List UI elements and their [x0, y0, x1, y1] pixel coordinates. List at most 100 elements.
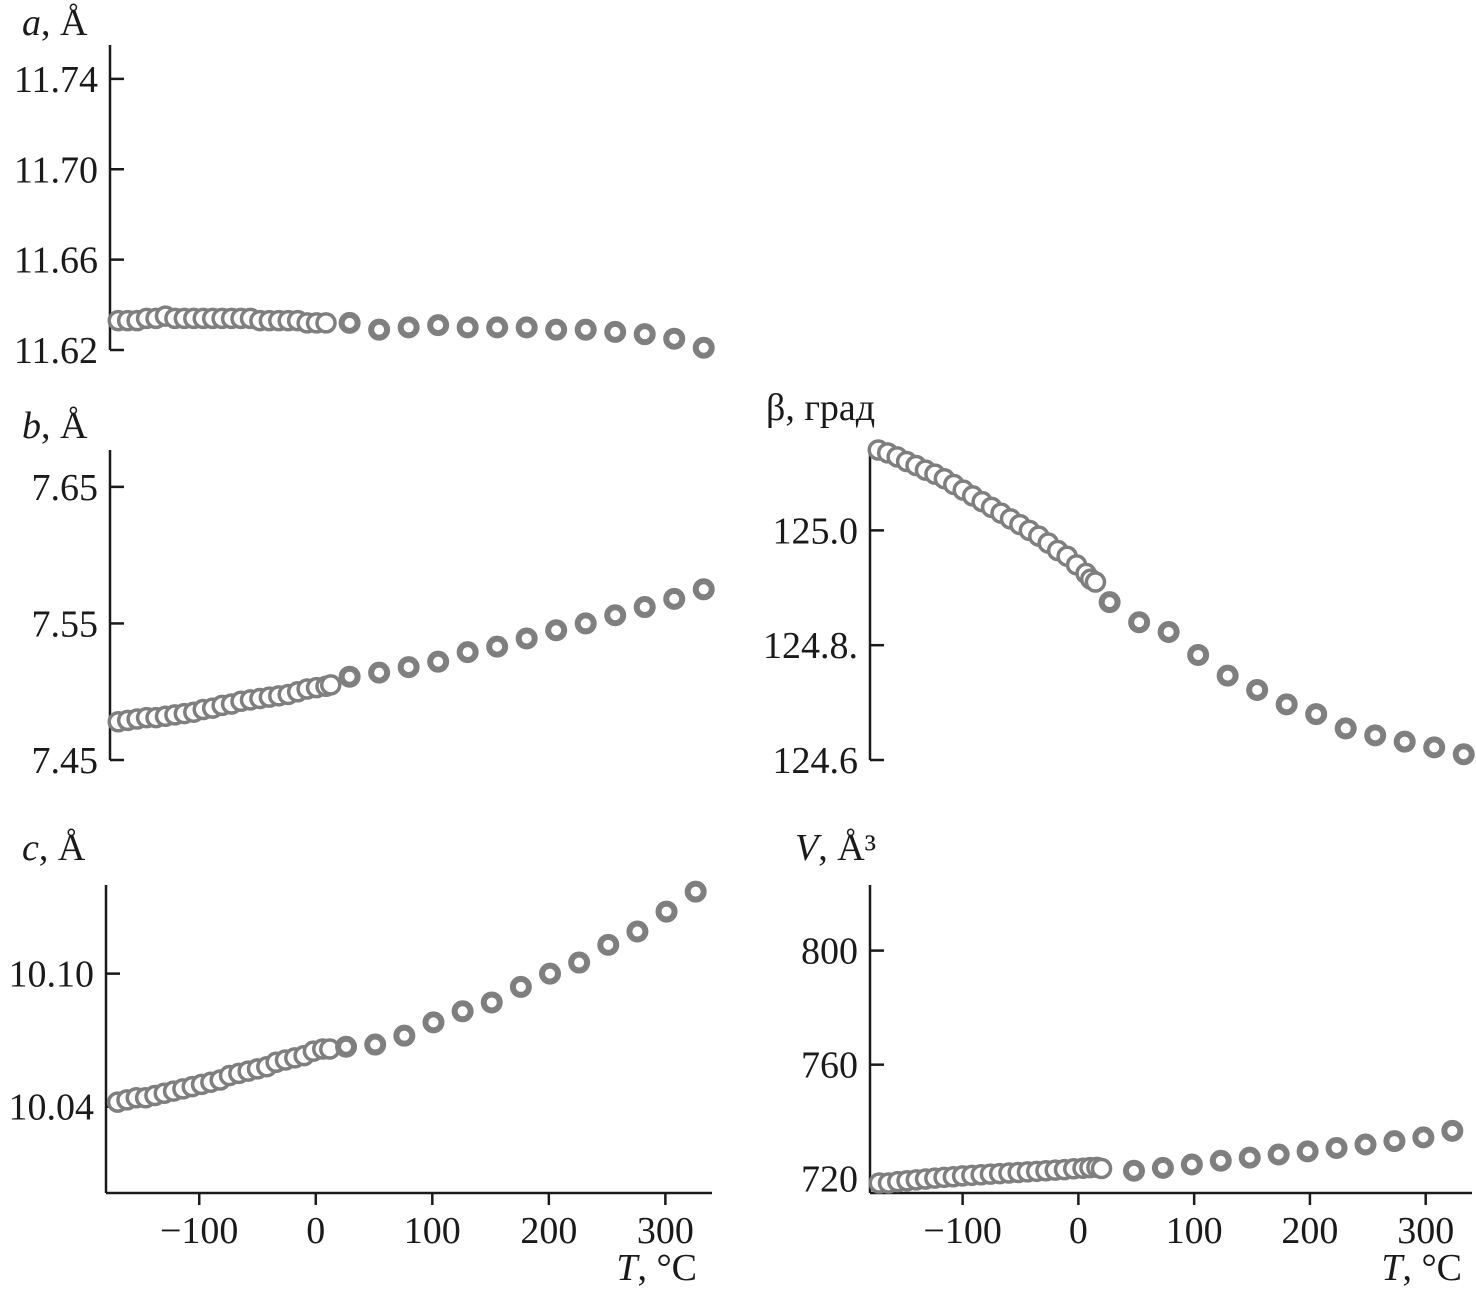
y-axis-var-c: c: [22, 827, 39, 869]
data-point-a: [663, 327, 686, 350]
data-point-b: [456, 641, 479, 664]
data-point-c: [393, 1024, 416, 1047]
x-tick-label-V: 100: [1166, 1210, 1223, 1252]
y-tick-label-V: 800: [801, 931, 858, 973]
data-point-c: [364, 1033, 387, 1056]
data-point-c: [480, 991, 503, 1014]
data-point-V: [1122, 1159, 1145, 1182]
data-point-b: [368, 661, 391, 684]
y-axis-title-beta: β, град: [766, 387, 875, 429]
data-point-beta: [1157, 620, 1180, 643]
data-point-b: [692, 578, 715, 601]
data-point-c: [655, 900, 678, 923]
data-point-V: [1151, 1156, 1174, 1179]
data-point-b: [633, 596, 656, 619]
data-point-c: [626, 920, 649, 943]
x-tick-label-V: −100: [923, 1210, 1001, 1252]
y-axis-unit-b: , Å: [41, 405, 88, 447]
data-point-a: [515, 316, 538, 339]
data-point-V: [1296, 1140, 1319, 1163]
x-axis-unit-c: , °C: [637, 1247, 697, 1289]
data-point-b: [319, 674, 342, 696]
x-axis-var-V: T: [1381, 1247, 1405, 1289]
data-point-b: [486, 635, 509, 658]
y-axis-unit-V: , Å³: [818, 827, 876, 869]
data-point-c: [451, 1000, 474, 1023]
x-tick-label-c: 300: [637, 1210, 694, 1252]
panel-a: 11.62 11.66 11.70 11.74 a, Å: [14, 2, 715, 372]
y-axis-title-c: c, Å: [22, 827, 86, 869]
data-point-beta: [1128, 611, 1151, 634]
panel-beta: 124.6 124.8. 125.0 β, град: [763, 387, 1475, 782]
y-tick-label-c: 10.04: [9, 1087, 95, 1129]
data-point-b: [545, 619, 568, 642]
data-point-V: [1412, 1126, 1435, 1149]
data-point-beta: [1452, 743, 1475, 766]
data-point-a: [604, 320, 627, 343]
x-axis-unit-V: , °C: [1402, 1247, 1462, 1289]
data-point-beta: [1216, 664, 1239, 687]
data-point-b: [663, 587, 686, 610]
data-point-c: [422, 1011, 445, 1034]
data-point-c: [335, 1035, 358, 1058]
data-point-V: [1267, 1143, 1290, 1166]
x-tick-label-V: 300: [1397, 1210, 1454, 1252]
y-tick-label-b: 7.55: [32, 603, 99, 645]
data-point-c: [684, 880, 707, 903]
y-axis-unit-c: , Å: [39, 827, 86, 869]
data-point-a: [545, 318, 568, 341]
data-point-b: [397, 656, 420, 679]
data-point-b: [427, 650, 450, 673]
x-axis-title-V: T, °C: [1381, 1247, 1462, 1289]
panel-b: 7.45 7.55 7.65 b, Å: [22, 405, 715, 782]
data-point-c: [568, 951, 591, 974]
y-axis-unit-a: , Å: [41, 2, 88, 44]
data-point-a: [427, 314, 450, 337]
panel-V: 720 760 800 −100 0 100 200 300 V, Å³ T, °C: [795, 827, 1472, 1289]
y-tick-label-V: 720: [801, 1159, 858, 1201]
data-point-beta: [1246, 678, 1269, 701]
x-axis-var-c: T: [616, 1247, 640, 1289]
y-tick-label-beta: 125.0: [773, 510, 859, 552]
y-tick-label-b: 7.45: [32, 740, 99, 782]
y-tick-label-a: 11.70: [14, 149, 98, 191]
data-point-c: [597, 933, 620, 956]
data-point-beta: [1364, 724, 1387, 747]
y-axis-var-b: b: [22, 405, 41, 447]
data-point-beta: [1334, 717, 1357, 740]
data-point-a: [633, 323, 656, 346]
data-point-a: [397, 316, 420, 339]
data-point-a: [338, 311, 361, 334]
y-tick-label-beta: 124.8.: [763, 625, 858, 667]
y-axis-title-a: a, Å: [22, 2, 88, 44]
data-point-V: [1209, 1149, 1232, 1172]
data-point-c: [539, 962, 562, 985]
y-axis-title-V: V, Å³: [795, 827, 876, 869]
data-point-beta: [1275, 693, 1298, 716]
data-point-a: [486, 316, 509, 339]
x-tick-label-c: −100: [160, 1210, 238, 1252]
data-point-b: [515, 627, 538, 650]
data-point-V: [1238, 1146, 1261, 1169]
data-point-c: [509, 975, 532, 998]
data-point-V: [1354, 1133, 1377, 1156]
data-point-a: [368, 318, 391, 341]
data-point-a: [315, 312, 337, 334]
y-axis-var-a: a: [22, 2, 41, 44]
y-tick-label-beta: 124.6: [773, 740, 859, 782]
y-tick-label-a: 11.74: [14, 59, 98, 101]
data-point-V: [1180, 1153, 1203, 1176]
y-tick-label-c: 10.10: [9, 954, 95, 996]
panel-c: 10.04 10.10 −100 0 100 200 300 c, Å T, °C: [9, 827, 712, 1289]
x-tick-label-c: 0: [306, 1210, 325, 1252]
data-point-beta: [1187, 643, 1210, 666]
x-tick-label-V: 200: [1281, 1210, 1338, 1252]
data-point-a: [456, 316, 479, 339]
x-tick-label-V: 0: [1069, 1210, 1088, 1252]
data-point-a: [574, 318, 597, 341]
data-point-V: [1325, 1136, 1348, 1159]
data-point-beta: [1305, 703, 1328, 726]
data-point-V: [1090, 1157, 1113, 1180]
data-point-beta: [1084, 571, 1107, 593]
